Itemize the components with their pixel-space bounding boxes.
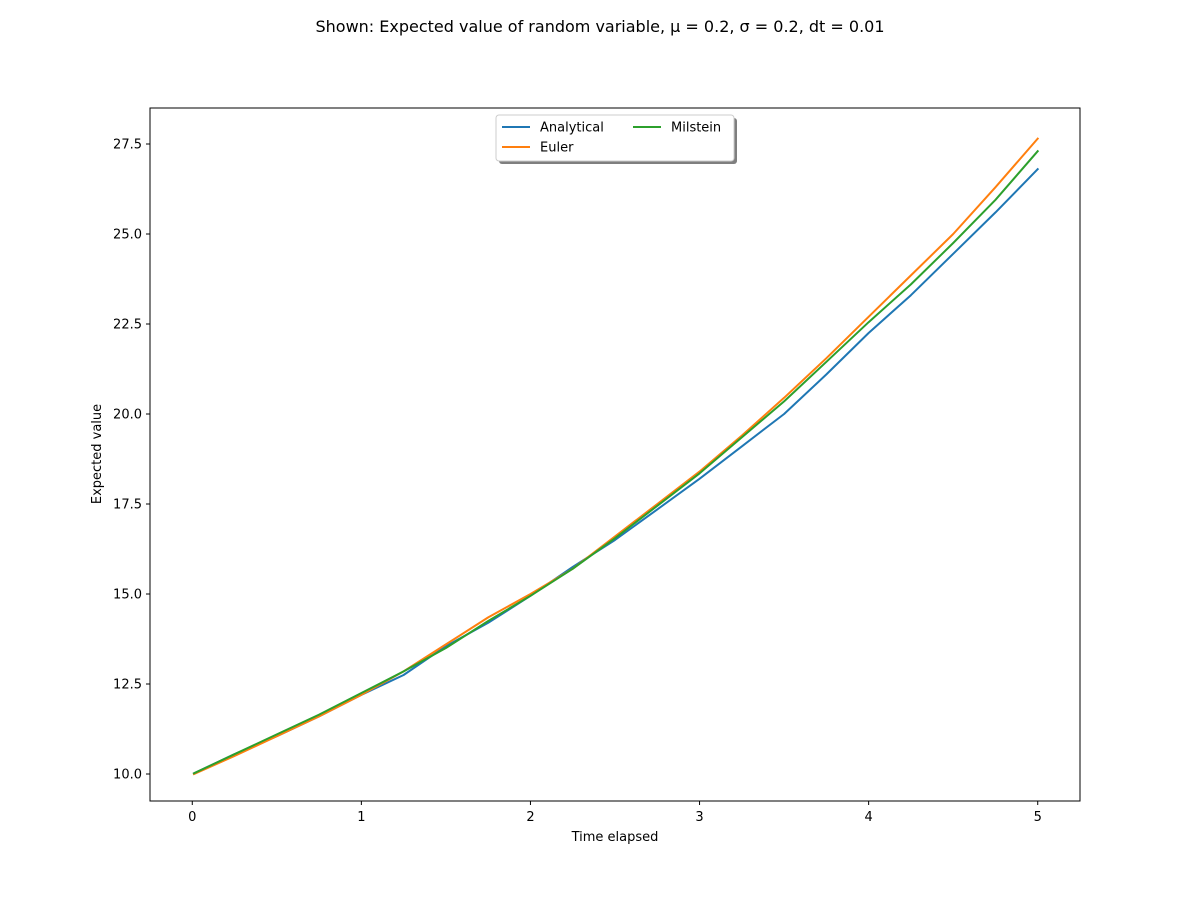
y-tick-label: 25.0	[113, 228, 142, 243]
x-tick-label: 3	[695, 810, 703, 825]
x-tick-label: 4	[864, 810, 872, 825]
legend-label-milstein: Milstein	[671, 121, 721, 136]
series-lines	[192, 137, 1040, 776]
legend: Analytical Euler Milstein	[495, 114, 737, 164]
x-axis-ticks: 0 1 2 3 4 5	[188, 801, 1042, 825]
y-axis-label: Expected value	[90, 404, 105, 504]
y-tick-label: 20.0	[113, 408, 142, 423]
y-tick-label: 22.5	[113, 318, 142, 333]
x-tick-label: 0	[188, 810, 196, 825]
series-line-euler	[192, 137, 1040, 776]
legend-box	[495, 114, 735, 162]
series-line-milstein	[192, 149, 1040, 775]
y-axis-ticks: 10.0 12.5 15.0 17.5 20.0 22.5 25.0 27.5	[113, 138, 150, 783]
chart-title: Shown: Expected value of random variable…	[315, 17, 884, 36]
x-tick-label: 1	[357, 810, 365, 825]
y-tick-label: 27.5	[113, 138, 142, 153]
legend-label-analytical: Analytical	[540, 121, 604, 136]
legend-label-euler: Euler	[540, 141, 574, 156]
y-tick-label: 15.0	[113, 588, 142, 603]
y-tick-label: 10.0	[113, 768, 142, 783]
y-tick-label: 17.5	[113, 498, 142, 513]
plot-frame	[149, 107, 1081, 802]
x-tick-label: 5	[1034, 810, 1042, 825]
x-tick-label: 2	[526, 810, 534, 825]
x-axis-label: Time elapsed	[571, 830, 659, 845]
y-tick-label: 12.5	[113, 678, 142, 693]
